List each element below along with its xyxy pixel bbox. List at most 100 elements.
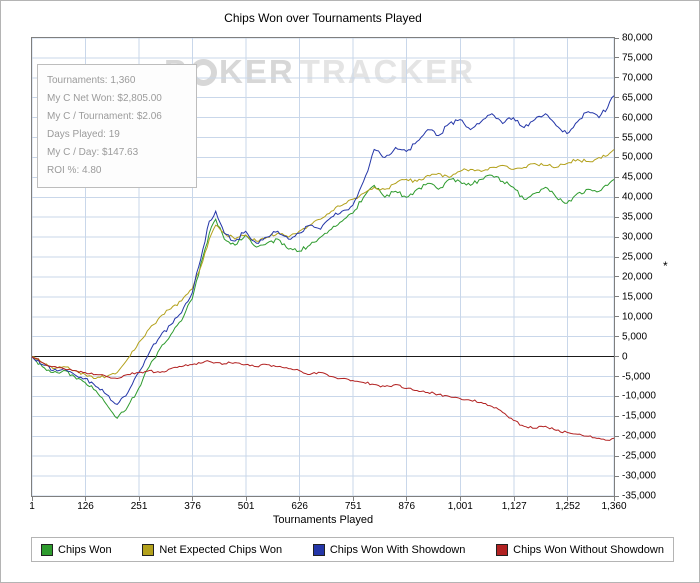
y-tick-label: 25,000 [622, 251, 653, 263]
y-tick-label: 0 [622, 351, 628, 363]
legend-swatch-icon [312, 543, 325, 556]
x-tick-mark [138, 497, 140, 501]
y-tick-mark [615, 356, 619, 358]
chart-title: Chips Won over Tournaments Played [224, 11, 422, 25]
y-tick-mark [615, 455, 619, 457]
legend-swatch-icon [41, 543, 53, 556]
x-tick-label: 1,001 [447, 501, 473, 512]
x-tick-label: 751 [344, 501, 362, 512]
y-tick-mark [615, 97, 619, 99]
x-tick-mark [459, 497, 461, 501]
x-axis-title: Tournaments Played [272, 514, 374, 526]
y-tick-mark [615, 336, 619, 338]
x-tick-mark [192, 497, 194, 501]
y-tick-label: -5,000 [622, 371, 651, 383]
x-tick-mark [513, 497, 515, 501]
x-tick-mark [613, 497, 615, 501]
x-tick-mark [567, 497, 569, 501]
y-tick-label: -30,000 [622, 470, 656, 482]
y-tick-mark [615, 196, 619, 198]
y-tick-label: 40,000 [622, 191, 653, 203]
y-tick-label: 35,000 [622, 211, 653, 223]
legend: Chips Won Net Expected Chips Won Chips Won… [31, 537, 674, 562]
y-tick-mark [615, 236, 619, 238]
x-tick-mark [406, 497, 408, 501]
legend-label: Net Expected Chips Won [159, 543, 283, 556]
stats-overlay: Tournaments: 1,360 My C Net Won: $2,805.… [37, 64, 197, 188]
legend-label: Chips Won Without Showdown [513, 543, 664, 556]
y-tick-label: -15,000 [622, 410, 656, 422]
y-tick-label: 65,000 [622, 92, 653, 104]
y-tick-label: 70,000 [622, 72, 653, 84]
y-tick-mark [615, 77, 619, 79]
plot-area [31, 37, 615, 497]
stat-tournaments: Tournaments: 1,360 [47, 75, 136, 86]
pokertracker-watermark: PKERTRACKER [164, 53, 475, 91]
stat-per-tournament: My C / Tournament: $2.06 [47, 111, 162, 122]
y-axis-labels: 80,000 75,000 70,000 65,000 60,000 55,000 50,0… [615, 33, 699, 502]
y-tick-mark [615, 376, 619, 378]
y-tick-label: -35,000 [622, 490, 656, 502]
y-tick-mark [615, 435, 619, 437]
x-tick-mark [245, 497, 247, 501]
y-tick-label: 45,000 [622, 171, 653, 183]
legend-item-net-expected-chips-won: Net Expected Chips Won [142, 543, 283, 556]
watermark-tracker: TRACKER [299, 53, 476, 90]
x-tick-label: 1,360 [601, 501, 627, 512]
legend-swatch-icon [142, 543, 155, 556]
y-tick-mark [615, 276, 619, 278]
legend-swatch-icon [496, 543, 509, 556]
y-tick-label: 5,000 [622, 331, 648, 343]
x-tick-mark [31, 497, 33, 501]
stat-days-played: Days Played: 19 [47, 129, 120, 140]
legend-item-chips-won-with-showdown: Chips Won With Showdown [312, 543, 465, 556]
x-tick-label: 126 [77, 501, 94, 512]
y-tick-mark [615, 475, 619, 477]
legend-item-chips-won: Chips Won [41, 543, 112, 556]
y-tick-mark [615, 495, 619, 497]
x-axis-labels: 1 126 251 376 501 626 751 876 1,001 1,127 1,252 1,3… [29, 497, 627, 513]
x-tick-mark [352, 497, 354, 501]
y-tick-label: 80,000 [622, 32, 653, 44]
legend-item-chips-won-without-showdown: Chips Won Without Showdown [496, 543, 664, 556]
stat-net-won: My C Net Won: $2,805.00 [47, 93, 162, 104]
x-tick-label: 626 [291, 501, 308, 512]
y-tick-label: 60,000 [622, 112, 653, 124]
y-tick-mark [615, 57, 619, 59]
y-tick-label: 15,000 [622, 291, 653, 303]
watermark-poker-ker: KER [219, 53, 295, 90]
y-tick-mark [615, 395, 619, 397]
y-tick-label: -25,000 [622, 450, 656, 462]
y-tick-label: 55,000 [622, 132, 653, 144]
y-tick-label: 75,000 [622, 52, 653, 64]
x-tick-label: 876 [398, 501, 416, 512]
y-tick-label: 50,000 [622, 151, 653, 163]
stat-per-day: My C / Day: $147.63 [47, 147, 139, 158]
y-tick-mark [615, 415, 619, 417]
y-axis-title: * [663, 259, 668, 273]
legend-label: Chips Won [58, 543, 112, 556]
y-tick-mark [615, 296, 619, 298]
x-tick-label: 1 [29, 501, 35, 512]
y-tick-label: 30,000 [622, 231, 653, 243]
x-tick-label: 501 [237, 501, 255, 512]
y-tick-mark [615, 37, 619, 39]
x-tick-label: 1,127 [501, 501, 527, 512]
y-tick-label: -10,000 [622, 390, 656, 402]
y-tick-mark [615, 137, 619, 139]
y-tick-mark [615, 156, 619, 158]
y-tick-label: 20,000 [622, 271, 653, 283]
y-tick-mark [615, 316, 619, 318]
x-tick-label: 251 [130, 501, 148, 512]
y-tick-mark [615, 117, 619, 119]
x-tick-mark [85, 497, 87, 501]
x-tick-label: 1,252 [555, 501, 581, 512]
y-tick-mark [615, 216, 619, 218]
y-tick-mark [615, 256, 619, 258]
y-tick-mark [615, 176, 619, 178]
y-tick-label: 10,000 [622, 311, 653, 323]
stat-roi: ROI %: 4.80 [47, 165, 102, 176]
y-tick-label: -20,000 [622, 430, 656, 442]
x-tick-label: 376 [184, 501, 201, 512]
